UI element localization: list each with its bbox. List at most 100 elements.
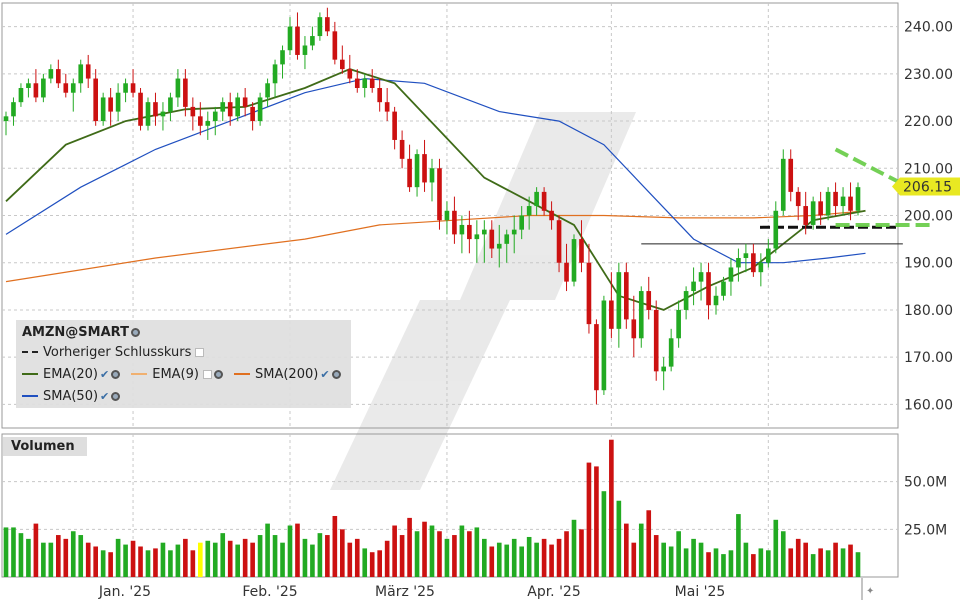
- date-tick-label: Apr. '25: [527, 584, 581, 600]
- candles: [3, 7, 861, 405]
- volume-bar: [556, 538, 562, 577]
- check-icon[interactable]: ✔: [320, 367, 330, 381]
- candle-body: [3, 116, 9, 122]
- candle-body: [115, 92, 121, 112]
- settings-icon[interactable]: [213, 369, 223, 379]
- candle-body: [317, 17, 323, 37]
- volume-bar: [265, 523, 270, 577]
- settings-icon[interactable]: [130, 327, 140, 337]
- candle-body: [594, 324, 599, 391]
- watermark-logo: [330, 112, 636, 490]
- sma200-line-icon: [233, 373, 250, 375]
- candle-body: [85, 64, 91, 79]
- dashed-line-icon: [22, 351, 38, 353]
- volume-bar: [743, 542, 749, 577]
- price-tick-label: 170.00: [904, 350, 953, 366]
- ema9-line-icon: [131, 373, 148, 375]
- volume-bar: [773, 519, 779, 577]
- volume-bar: [183, 538, 188, 577]
- candle-body: [467, 224, 472, 240]
- volume-bar: [803, 542, 809, 577]
- volume-bar: [325, 535, 330, 577]
- candle-body: [691, 281, 696, 292]
- volume-bar: [541, 538, 547, 577]
- visibility-checkbox-icon[interactable]: [202, 369, 212, 379]
- candle-body: [728, 267, 734, 282]
- volume-bar: [384, 540, 390, 577]
- settings-icon[interactable]: [111, 391, 121, 401]
- visibility-checkbox-icon[interactable]: [195, 347, 205, 357]
- candle-body: [123, 83, 128, 93]
- volume-bar: [145, 550, 151, 577]
- volume-bar: [467, 531, 472, 577]
- volume-bar: [810, 554, 816, 577]
- candle-body: [541, 191, 547, 211]
- candle-body: [481, 229, 487, 235]
- volume-bar: [362, 548, 368, 577]
- candle-body: [108, 97, 113, 112]
- volume-bar: [272, 535, 278, 577]
- volume-bar: [668, 546, 674, 577]
- legend-sma50-item[interactable]: SMA(50) ✔: [22, 389, 123, 404]
- candle-body: [571, 239, 577, 282]
- volume-bar: [48, 542, 54, 577]
- candle-body: [168, 97, 173, 112]
- volume-bar: [444, 538, 450, 577]
- settings-icon[interactable]: [331, 369, 341, 379]
- candle-body: [661, 366, 667, 372]
- volume-bar: [26, 538, 31, 577]
- volume-bar: [205, 540, 211, 577]
- candle-body: [347, 69, 353, 79]
- candle-body: [549, 210, 554, 221]
- candle-body: [833, 191, 838, 207]
- check-icon[interactable]: ✔: [100, 367, 110, 381]
- volume-bars: [3, 439, 861, 577]
- legend-sma200-item[interactable]: SMA(200) ✔: [233, 367, 344, 382]
- volume-panel-title: Volumen: [3, 437, 87, 456]
- volume-bar: [369, 552, 375, 577]
- volume-bar: [646, 510, 652, 577]
- cursor-icon: ✦: [866, 586, 874, 597]
- volume-bar: [691, 538, 696, 577]
- candle-body: [63, 83, 69, 93]
- volume-bar: [153, 548, 158, 577]
- candle-body: [280, 50, 285, 65]
- price-tick-label: 230.00: [904, 67, 953, 83]
- legend-sma50: SMA(50): [43, 388, 99, 404]
- candle-body: [706, 272, 711, 306]
- candle-body: [235, 97, 241, 117]
- candle-body: [683, 291, 689, 310]
- settings-icon[interactable]: [111, 369, 121, 379]
- volume-bar: [33, 523, 39, 577]
- legend-ema20-item[interactable]: EMA(20) ✔: [22, 367, 123, 382]
- volume-tick-label: 50.0M: [904, 475, 947, 491]
- legend-sma50-row: SMA(50) ✔: [22, 387, 131, 405]
- volume-bar: [138, 546, 143, 577]
- candle-body: [362, 78, 368, 88]
- check-icon[interactable]: ✔: [100, 389, 110, 403]
- candle-body: [18, 88, 24, 103]
- volume-bar: [638, 523, 644, 577]
- price-tick-label: 200.00: [904, 209, 953, 225]
- trendline-upper: [834, 147, 910, 189]
- legend-ema9-item[interactable]: EMA(9): [131, 367, 226, 382]
- volume-bar: [280, 542, 285, 577]
- volume-bar: [63, 538, 69, 577]
- volume-bar: [579, 529, 584, 577]
- candle-body: [48, 69, 54, 79]
- volume-bar: [721, 554, 726, 577]
- grid: [1, 2, 899, 578]
- candle-body: [579, 239, 584, 263]
- candle-body: [205, 121, 211, 126]
- volume-bar: [295, 523, 300, 577]
- candle-body: [325, 17, 330, 32]
- last-price-label: 206.15: [903, 179, 952, 195]
- volume-bar: [339, 529, 345, 577]
- volume-bar: [422, 521, 427, 577]
- volume-bar: [631, 542, 637, 577]
- volume-bar: [758, 548, 764, 577]
- price-tick-label: 160.00: [904, 397, 953, 413]
- volume-bar: [623, 523, 629, 577]
- legend-ma-row: EMA(20) ✔ EMA(9) SMA(200) ✔: [22, 365, 352, 383]
- volume-bar: [504, 544, 510, 577]
